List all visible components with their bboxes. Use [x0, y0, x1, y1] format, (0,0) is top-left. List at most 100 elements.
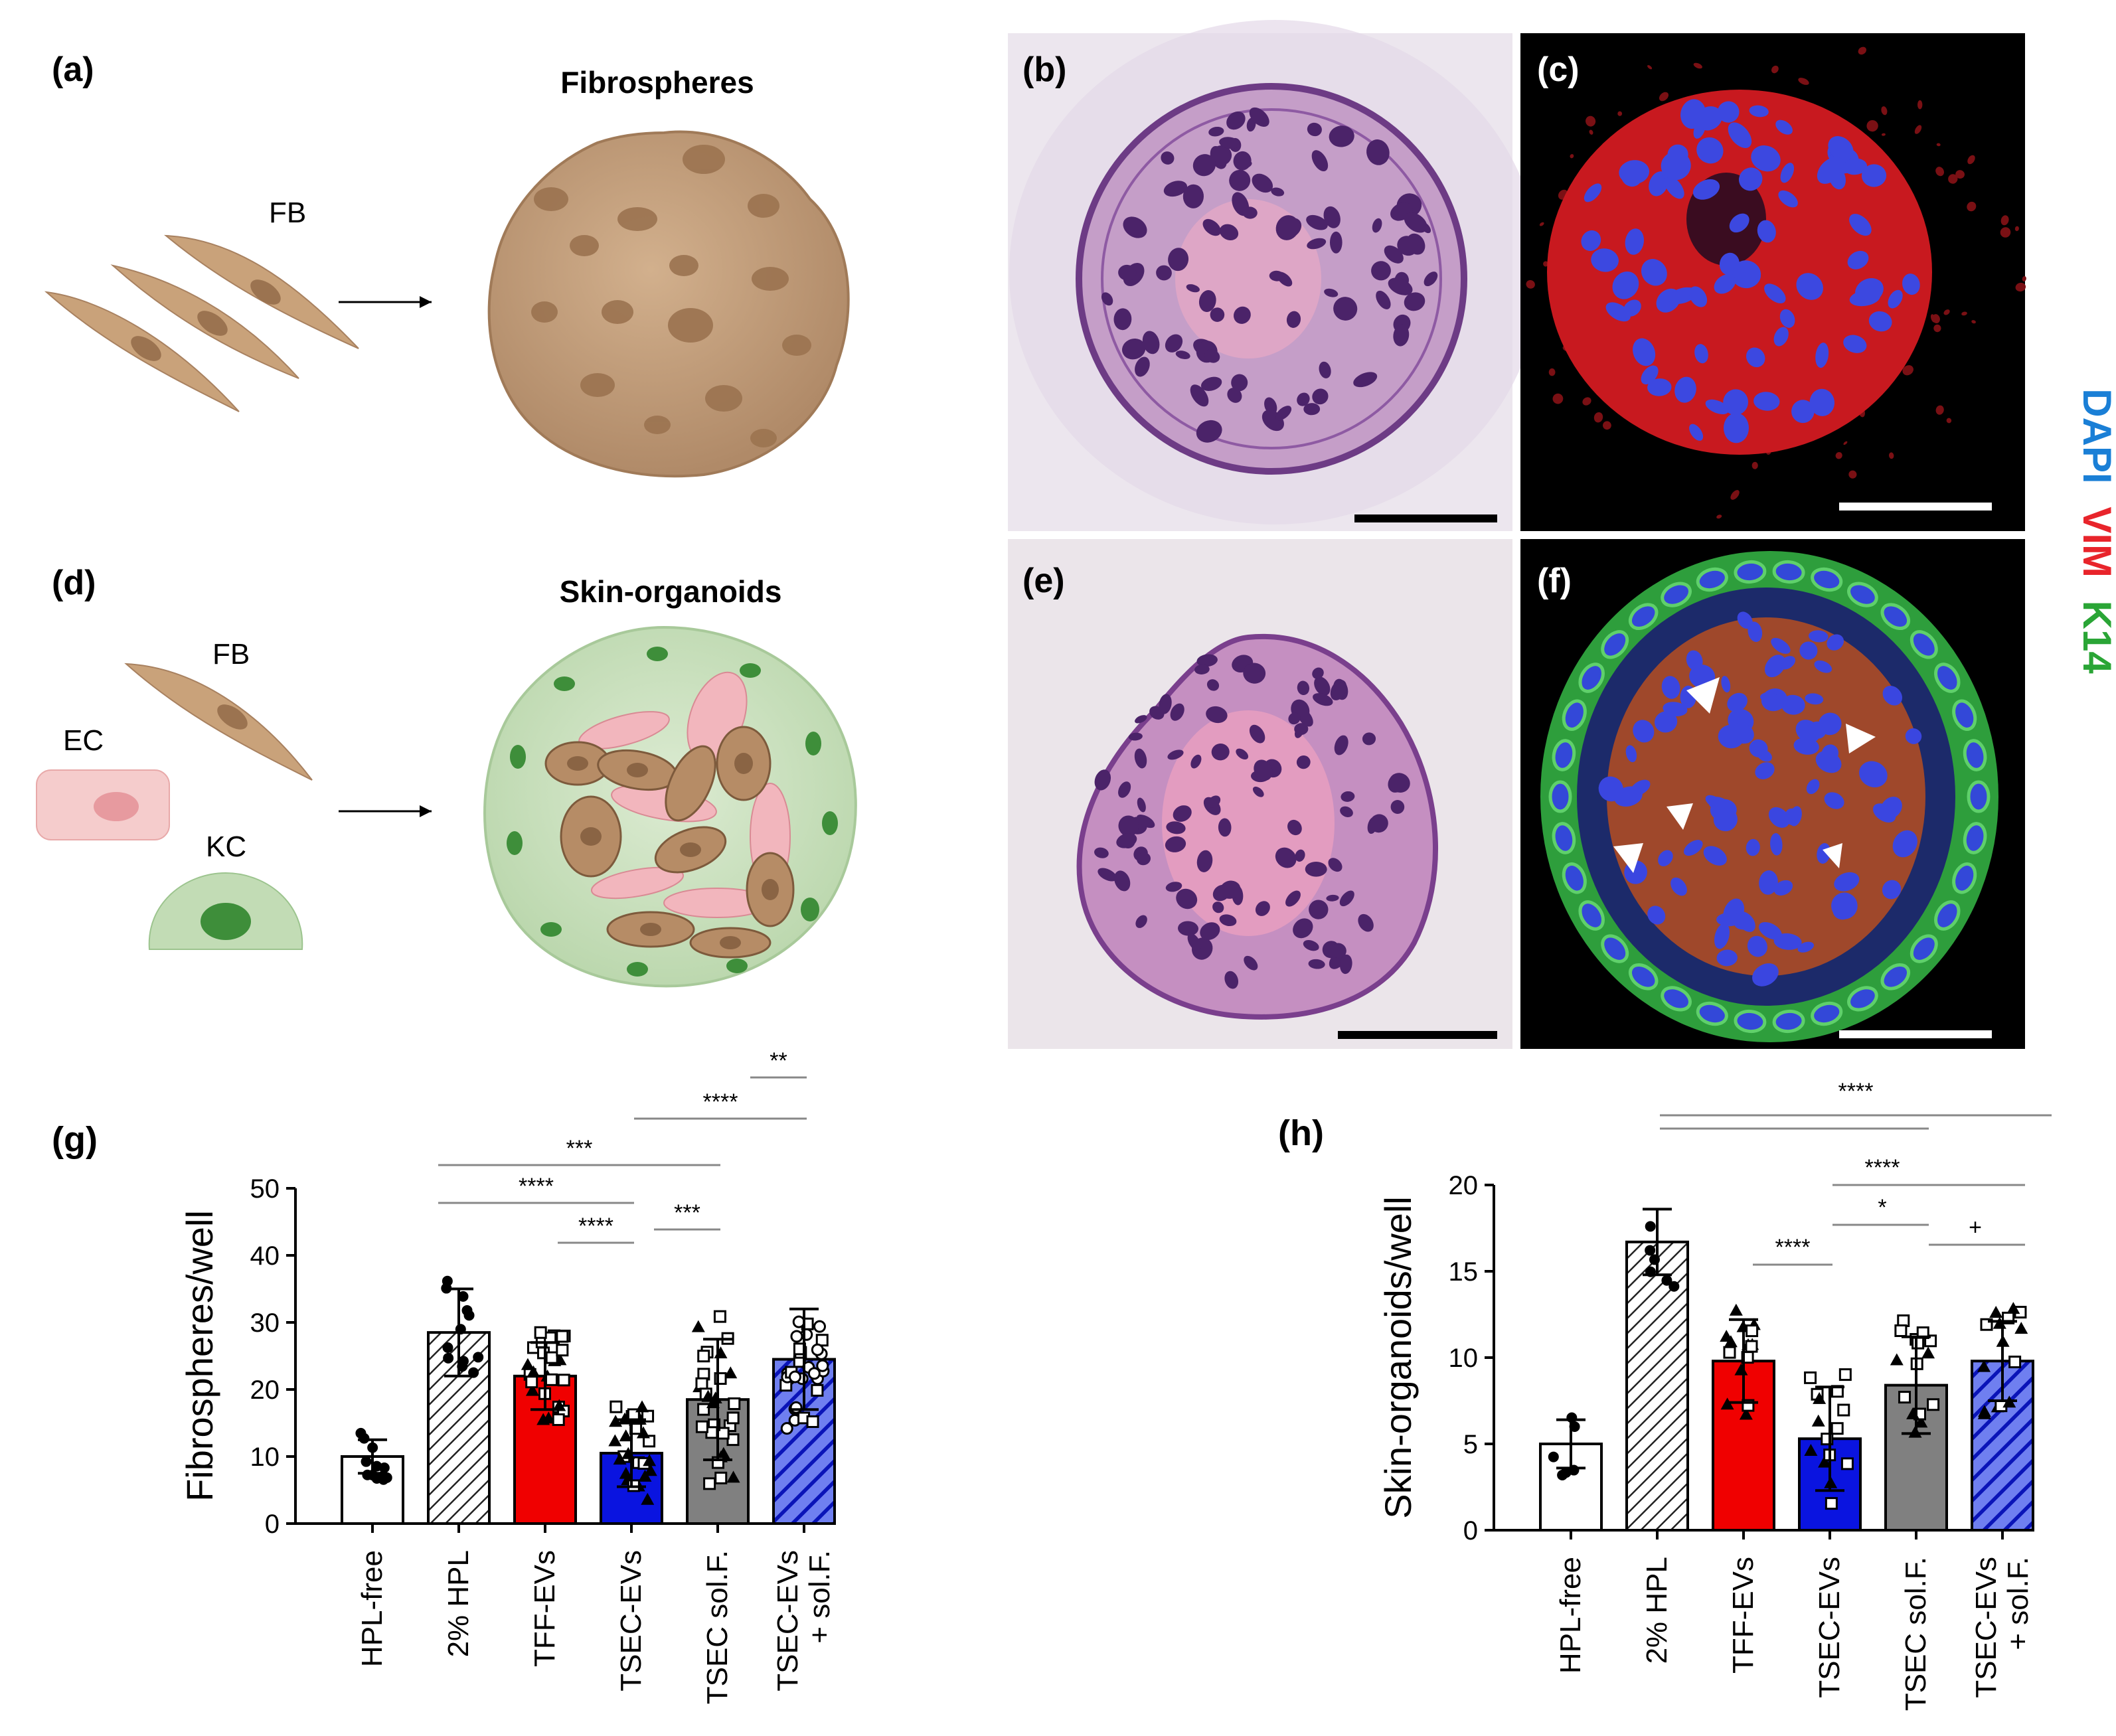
nucleus	[1161, 151, 1175, 165]
nucleus	[1734, 1009, 1767, 1034]
nucleus	[1696, 106, 1722, 131]
nucleus	[1159, 694, 1172, 714]
fibrosphere-icon	[487, 130, 850, 478]
data-point	[703, 1477, 716, 1490]
data-point	[792, 1315, 805, 1328]
nucleus	[1647, 378, 1672, 396]
nucleus	[1806, 779, 1820, 795]
nucleus	[1218, 818, 1232, 837]
data-point	[816, 1359, 829, 1372]
nucleus	[1242, 206, 1258, 219]
x-tick-label: TSEC sol.F.	[1900, 1557, 1932, 1711]
nucleus	[1163, 181, 1188, 197]
nucleus	[1334, 735, 1348, 755]
nucleus	[1136, 852, 1151, 866]
nucleus	[1303, 403, 1321, 416]
legend-dapi: DAPI	[2075, 388, 2116, 483]
data-point	[695, 1377, 708, 1390]
x-tick-label: 2% HPL	[442, 1550, 475, 1657]
nucleus	[1297, 680, 1310, 696]
nucleus	[1689, 424, 1704, 441]
nucleus	[1366, 139, 1390, 165]
panel-a-title: Fibrospheres	[560, 65, 754, 100]
stain-legend: DAPI VIM K14	[2075, 388, 2116, 674]
nucleus	[1277, 217, 1302, 239]
data-point	[641, 1492, 655, 1505]
nucleus	[1196, 850, 1213, 872]
nucleus	[1910, 934, 1938, 963]
data-point	[1890, 1353, 1904, 1366]
x-tick-label: HPL-free	[356, 1550, 388, 1667]
nucleus	[1397, 236, 1418, 256]
nucleus	[1746, 838, 1760, 856]
nucleus	[1135, 356, 1150, 377]
data-point	[542, 1411, 556, 1424]
panel-a: (a) Fibrospheres FB	[44, 50, 850, 478]
nucleus	[1548, 780, 1572, 813]
nucleus	[1389, 773, 1410, 793]
nucleus	[1824, 792, 1844, 809]
nucleus	[1308, 959, 1325, 969]
data-point	[1818, 1455, 1832, 1468]
nucleus	[1797, 941, 1814, 953]
data-point	[780, 1422, 793, 1435]
nucleus	[1716, 514, 1722, 519]
data-point	[790, 1330, 803, 1343]
nucleus	[1641, 365, 1659, 385]
y-tick-label: 40	[250, 1241, 280, 1271]
data-point	[1739, 1407, 1753, 1420]
nucleus	[1206, 706, 1228, 724]
data-point	[544, 1373, 558, 1386]
nucleus	[1128, 732, 1143, 741]
nucleus	[1582, 397, 1591, 406]
nucleus	[1578, 663, 1605, 693]
nucleus	[1946, 418, 1952, 424]
x-tick-label: HPL-free	[1554, 1557, 1587, 1674]
nucleus	[1858, 46, 1866, 55]
data-point	[635, 1400, 649, 1413]
significance-label: ****	[519, 1174, 554, 1199]
nucleus	[1204, 349, 1220, 363]
nucleus	[1749, 105, 1769, 118]
nucleus	[1793, 738, 1819, 755]
nucleus	[1312, 667, 1324, 679]
nucleus	[1930, 314, 1936, 323]
nucleus	[1165, 836, 1186, 852]
nucleus	[1752, 963, 1779, 986]
nucleus	[1330, 231, 1343, 254]
nucleus	[1285, 890, 1301, 907]
panel-c: (c)	[1520, 33, 2026, 531]
data-point	[806, 1415, 819, 1429]
nucleus	[1170, 703, 1184, 721]
x-tick-label: TSEC sol.F.	[701, 1550, 734, 1704]
data-point	[636, 1426, 650, 1439]
nucleus	[1661, 986, 1692, 1012]
nucleus	[1633, 338, 1656, 366]
data-point	[1898, 1391, 1912, 1404]
data-point	[1989, 1305, 2003, 1318]
nucleus	[1586, 116, 1596, 127]
data-points	[441, 1275, 484, 1378]
data-point	[643, 1464, 657, 1476]
svg-text:HPL-free: HPL-free	[1554, 1557, 1587, 1674]
panel-h-letter: (h)	[1278, 1113, 1324, 1153]
nucleus	[1307, 122, 1322, 137]
panel-h: (h) 0 5 10 15 20 Skin-organoids/well HPL-free 2…	[1278, 1079, 2052, 1711]
nucleus	[1625, 228, 1644, 255]
data-point	[726, 1470, 740, 1483]
data-point	[545, 1351, 558, 1364]
nucleus	[1789, 806, 1802, 827]
nucleus	[1759, 870, 1778, 895]
nucleus	[1751, 461, 1758, 469]
svg-text:TSEC-EVs: TSEC-EVs	[1970, 1557, 2002, 1698]
panel-b: (b)	[1008, 20, 1540, 531]
nucleus	[1210, 307, 1225, 322]
nucleus	[1314, 676, 1331, 696]
data-point	[613, 1453, 627, 1465]
nucleus	[1118, 815, 1139, 836]
nucleus	[1684, 840, 1703, 856]
nucleus	[1714, 923, 1730, 949]
nucleus	[1796, 273, 1823, 300]
nucleus	[1165, 334, 1183, 353]
data-point	[443, 1352, 454, 1364]
